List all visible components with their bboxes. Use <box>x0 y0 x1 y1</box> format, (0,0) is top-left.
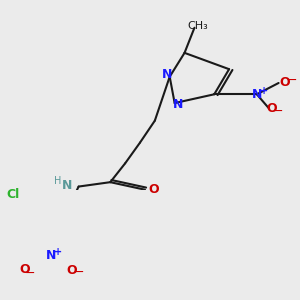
Text: N: N <box>46 249 56 262</box>
Text: O: O <box>279 76 290 89</box>
Text: −: − <box>24 267 35 280</box>
Text: −: − <box>273 104 284 117</box>
Text: Cl: Cl <box>7 188 20 201</box>
Text: N: N <box>252 88 262 101</box>
Text: O: O <box>20 263 31 276</box>
Text: N: N <box>61 179 72 192</box>
Text: +: + <box>260 86 268 96</box>
Text: −: − <box>287 74 297 87</box>
Text: N: N <box>161 68 172 81</box>
Text: CH₃: CH₃ <box>187 21 208 31</box>
Text: N: N <box>172 98 183 112</box>
Text: O: O <box>266 102 277 115</box>
Text: O: O <box>148 183 159 196</box>
Text: +: + <box>54 247 62 257</box>
Text: −: − <box>73 266 84 279</box>
Text: H: H <box>54 176 62 186</box>
Text: O: O <box>66 263 77 277</box>
